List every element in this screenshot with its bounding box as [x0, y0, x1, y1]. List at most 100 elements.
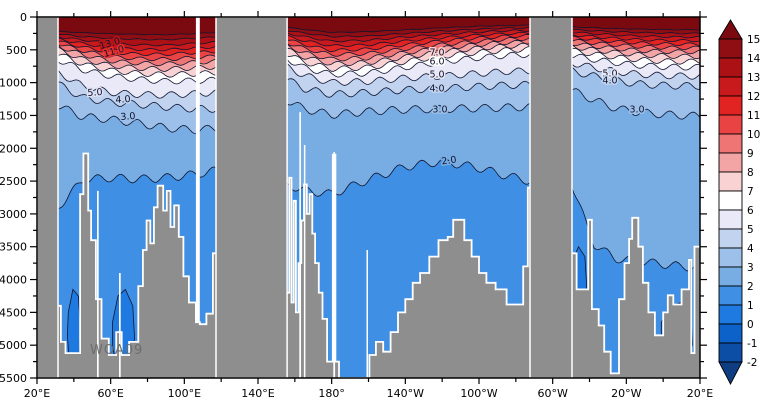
- y-axis-label: 2000: [0, 142, 27, 155]
- temp-band-basin2: [572, 32, 700, 42]
- y-axis-label: 4000: [0, 274, 27, 287]
- colorbar-cell: [718, 228, 743, 249]
- isotherm-9: [57, 45, 217, 67]
- x-axis-label: 100°E: [168, 387, 201, 400]
- seafloor-outline: [58, 152, 216, 356]
- colorbar-cell: [718, 152, 743, 173]
- colorbar-label: 12: [747, 91, 760, 103]
- colorbar-top-arrow: [718, 19, 743, 40]
- isotherm-11: [571, 35, 701, 47]
- temp-band-basin1: [287, 25, 530, 38]
- isotherm-8: [571, 44, 701, 60]
- isotherm-12: [57, 37, 217, 52]
- isotherm-14: [287, 26, 531, 38]
- colorbar-label: 7: [747, 186, 754, 198]
- colorbar-label: -2: [747, 357, 757, 369]
- x-axis-label: 180°: [318, 387, 345, 400]
- colorbar-cell: [718, 95, 743, 116]
- contour-label: 6.0: [429, 56, 444, 67]
- y-axis-label: 1000: [0, 77, 27, 90]
- y-axis-label: 3000: [0, 208, 27, 221]
- isotherm-12: [287, 31, 531, 48]
- contour-label: 4.0: [602, 75, 617, 86]
- island-ridge-spike: [299, 112, 301, 378]
- isotherm-12: [571, 34, 701, 43]
- isotherm-10: [57, 44, 217, 62]
- temp-band-basin2: [572, 17, 700, 31]
- temp-band-basin2: [572, 48, 700, 70]
- contour-label: 4.0: [115, 94, 131, 106]
- colorbar-label: 1: [747, 300, 754, 312]
- temp-band-basin0: [58, 70, 216, 113]
- colorbar-bottom-arrow: [718, 361, 743, 385]
- y-axis-label: 2500: [0, 175, 27, 188]
- isotherm-15: [287, 24, 531, 34]
- data-gap-columns: [195, 17, 200, 323]
- isotherm-8: [287, 42, 531, 67]
- isotherm-lines: [57, 24, 701, 272]
- isotherm-4: [571, 67, 701, 90]
- isotherm-9: [571, 42, 701, 55]
- colorbar-label: 5: [747, 224, 754, 236]
- temp-band-basin1: [287, 52, 530, 86]
- colorbar-cell: [718, 285, 743, 306]
- colorbar-cell: [718, 38, 743, 59]
- colorbar-label: 6: [747, 205, 754, 217]
- isotherm-6: [286, 51, 531, 78]
- x-axis-label: 140°W: [387, 387, 424, 400]
- x-axis-label: 100°W: [460, 387, 497, 400]
- colorbar-cell: [718, 57, 743, 78]
- isotherm-14: [571, 28, 701, 35]
- isotherm-7: [571, 47, 701, 65]
- colorbar-label: 14: [747, 53, 760, 65]
- isotherm-11: [57, 40, 217, 57]
- temp-band-basin1: [287, 46, 530, 78]
- isotherm-3: [57, 105, 217, 134]
- isotherm-13: [286, 29, 531, 43]
- y-axis-label: 500: [6, 44, 27, 57]
- temp-band-basin1: [287, 40, 530, 66]
- temp-band-basin0: [58, 17, 216, 35]
- colorbar-label: 2: [747, 281, 754, 293]
- contour-label: 5.0: [602, 68, 617, 79]
- contour-label: 5.0: [87, 87, 103, 99]
- island-ridge-spike: [303, 145, 306, 378]
- x-axis-label: 60°E: [97, 387, 123, 400]
- isotherm-4: [286, 78, 531, 98]
- temp-band-basin0: [58, 34, 216, 46]
- land-mass: [529, 16, 573, 379]
- contour-label: 7.0: [429, 47, 444, 58]
- colorbar-label: 13: [747, 72, 760, 84]
- isotherm-13: [57, 36, 217, 47]
- temp-band-basin2: [572, 54, 700, 80]
- data-gap-column: [195, 17, 200, 323]
- temp-band-basin2: [572, 88, 700, 271]
- contour-label: 3.0: [629, 105, 644, 116]
- temp-band-basin0: [58, 47, 216, 78]
- temp-band-basin2: [572, 36, 700, 50]
- isotherm-4: [57, 81, 217, 113]
- island-ridge-spike: [333, 152, 336, 378]
- temp-band-basin0: [58, 106, 216, 209]
- isotherm-15: [58, 30, 217, 36]
- y-axis-label: 5500: [0, 372, 27, 385]
- island-ridge-spike: [97, 190, 99, 378]
- seafloor: [287, 154, 530, 378]
- x-axis-label: 60°W: [537, 387, 567, 400]
- temp-band-basin0: [58, 82, 216, 134]
- temp-band-basin1: [287, 78, 530, 119]
- island-ridge-spike: [366, 250, 368, 378]
- isotherm-14: [57, 34, 217, 41]
- colorbar-label: 8: [747, 167, 754, 179]
- temp-band-basin0: [58, 31, 216, 40]
- temp-band-basin1: [287, 34, 530, 57]
- temp-band-basin0: [58, 54, 216, 84]
- isotherm-7: [57, 53, 217, 78]
- seafloor-outline: [287, 153, 530, 379]
- colorbar-cell: [718, 342, 743, 363]
- land-mass: [215, 16, 288, 379]
- colorbar-label: 0: [747, 319, 754, 331]
- bathymetry: [58, 112, 700, 379]
